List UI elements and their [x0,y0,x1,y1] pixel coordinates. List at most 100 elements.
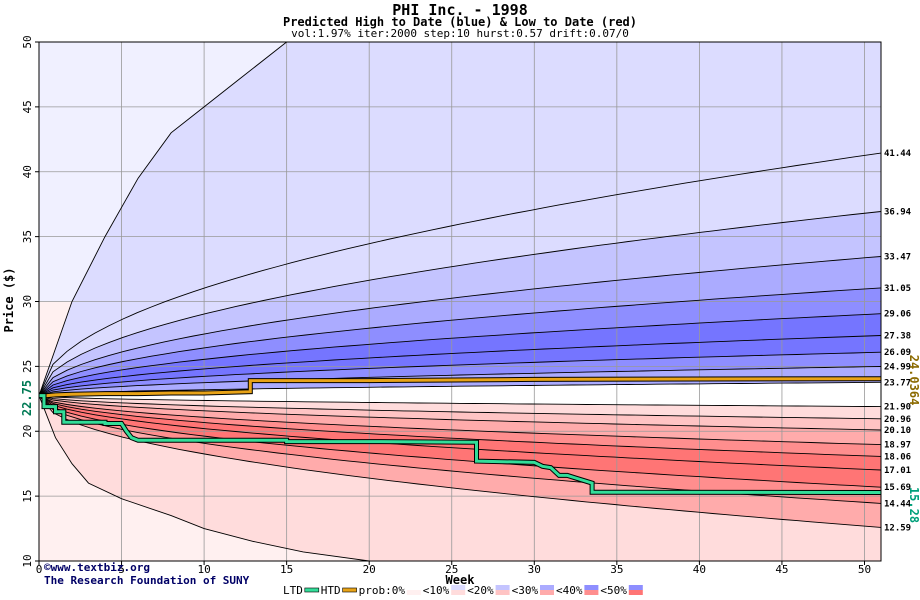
axes [35,41,882,565]
legend-label-2: prob:0% [359,584,406,597]
x-tick-label-15: 15 [280,563,293,576]
percentile-line-high-36.94 [39,211,881,396]
legend-swatch-bottom-2 [406,590,421,595]
x-tick-label-20: 20 [363,563,376,576]
legend-label-4: <20% [467,584,494,597]
percentile-line-low-20.10 [39,395,881,431]
legend-swatch-bottom-7 [628,590,643,595]
band-high-outer [39,42,881,396]
ltd-line [39,394,881,494]
y-tick-label-15: 15 [21,490,34,503]
legend-swatch-top-6 [584,585,599,590]
percentile-line-low-15.69 [39,395,881,488]
percentile-line-high-26.09 [39,351,881,397]
legend-label-0: LTD [283,584,303,597]
percentile-line-high-31.05 [39,287,881,396]
legend-swatch-bottom-6 [584,590,599,595]
percentile-label-14.44: 14.44 [884,499,912,509]
percentile-labels: 41.44 36.94 33.47 31.05 29.06 27.38 26.09 24.99… [884,149,912,533]
x-tick-label-35: 35 [610,563,623,576]
x-tick-label-5: 5 [118,563,125,576]
percentile-line-low-17.01 [39,395,881,471]
legend-swatch-top-5 [540,585,554,590]
percentile-line-high-29.06 [39,313,881,396]
legend-swatch-bottom-4 [495,590,510,595]
legend-swatch-top-2 [406,585,421,590]
legend-swatch-bottom-3 [451,590,466,595]
percentile-line-high-33.47 [39,256,881,396]
legend-swatch-top-7 [628,585,643,590]
percentile-label-21.90: 21.90 [884,403,911,413]
outer-high-envelope [39,42,287,396]
percentile-label-36.94: 36.94 [884,207,912,217]
legend-swatch-top-3 [451,585,466,590]
y-tick-label-10: 10 [21,554,34,567]
band-low-6 [39,395,881,504]
y-tick-label-35: 35 [21,230,34,243]
legend-swatch-top-4 [495,585,510,590]
band-high-1 [39,211,881,396]
percentile-label-15.69: 15.69 [884,483,911,493]
band-low-4 [39,395,881,470]
chart-title: PHI Inc. - 1998 [392,1,527,19]
chart-parameters: vol:1.97% iter:2000 step:10 hurst:0.57 d… [291,27,629,40]
percentile-line-high-41.44 [39,152,881,396]
x-tick-label-10: 10 [197,563,210,576]
legend-label-7: <50% [600,584,627,597]
y-tick-label-45: 45 [21,100,34,113]
ltd-end-value-label: 15.28 [907,487,920,523]
x-tick-label-30: 30 [528,563,541,576]
band-low-outer [39,395,881,561]
x-axis-label: Week [446,573,476,587]
band-high-3 [39,287,881,396]
probability-bands [39,42,881,561]
series-lines [39,376,881,495]
percentile-line-low-20.96 [39,395,881,420]
tick-labels: 0 5 10 15 20 25 30 35 40 45 50 10 15 20 25 30 35 40 45 50 [21,35,871,576]
outer-low-envelope [39,395,370,561]
legend-label-6: <40% [556,584,583,597]
legend-swatch-1 [342,587,357,593]
credits: ©www.textbiz.org The Research Foundation… [44,561,250,587]
percentile-line-low-12.59 [39,395,881,528]
percentile-label-26.09: 26.09 [884,348,911,358]
percentile-label-24.99: 24.99 [884,363,911,373]
percentile-label-20.10: 20.10 [884,426,911,436]
start-price-label: 22.75 [20,380,34,416]
band-high-6 [39,352,881,396]
percentile-label-41.44: 41.44 [884,149,912,159]
percentile-label-18.06: 18.06 [884,452,911,462]
legend: LTD HTD prob:0% <10% <20% <30% <40% <50% [283,584,643,597]
percentile-line-high-23.77 [39,381,881,397]
credit-site: ©www.textbiz.org [44,561,150,574]
legend-label-5: <30% [512,584,539,597]
band-low-5 [39,395,881,488]
y-tick-label-30: 30 [21,295,34,308]
percentile-label-31.05: 31.05 [884,284,911,294]
y-tick-label-20: 20 [21,425,34,438]
x-tick-label-0: 0 [36,563,43,576]
band-high-5 [39,335,881,396]
band-high-2 [39,256,881,396]
y-tick-label-50: 50 [21,35,34,48]
band-low-1 [39,395,881,430]
y-tick-label-40: 40 [21,165,34,178]
x-tick-label-25: 25 [445,563,458,576]
x-tick-label-45: 45 [775,563,788,576]
band-high-0 [39,153,881,396]
percentile-line-low-18.97 [39,395,881,446]
percentile-label-17.01: 17.01 [884,466,911,476]
percentile-label-18.97: 18.97 [884,441,911,451]
legend-label-1: HTD [321,584,341,597]
percentile-label-20.96: 20.96 [884,415,911,425]
x-tick-label-50: 50 [858,563,871,576]
chart-subtitle: Predicted High to Date (blue) & Low to D… [283,15,637,29]
percentile-line-low-21.90 [39,395,881,408]
percentile-label-27.38: 27.38 [884,331,911,341]
band-high-4 [39,313,881,396]
htd-end-value-label: 24.0364 [907,355,920,406]
credit-organization: The Research Foundation of SUNY [44,574,250,587]
legend-swatch-0 [304,587,320,593]
percentile-label-33.47: 33.47 [884,252,911,262]
